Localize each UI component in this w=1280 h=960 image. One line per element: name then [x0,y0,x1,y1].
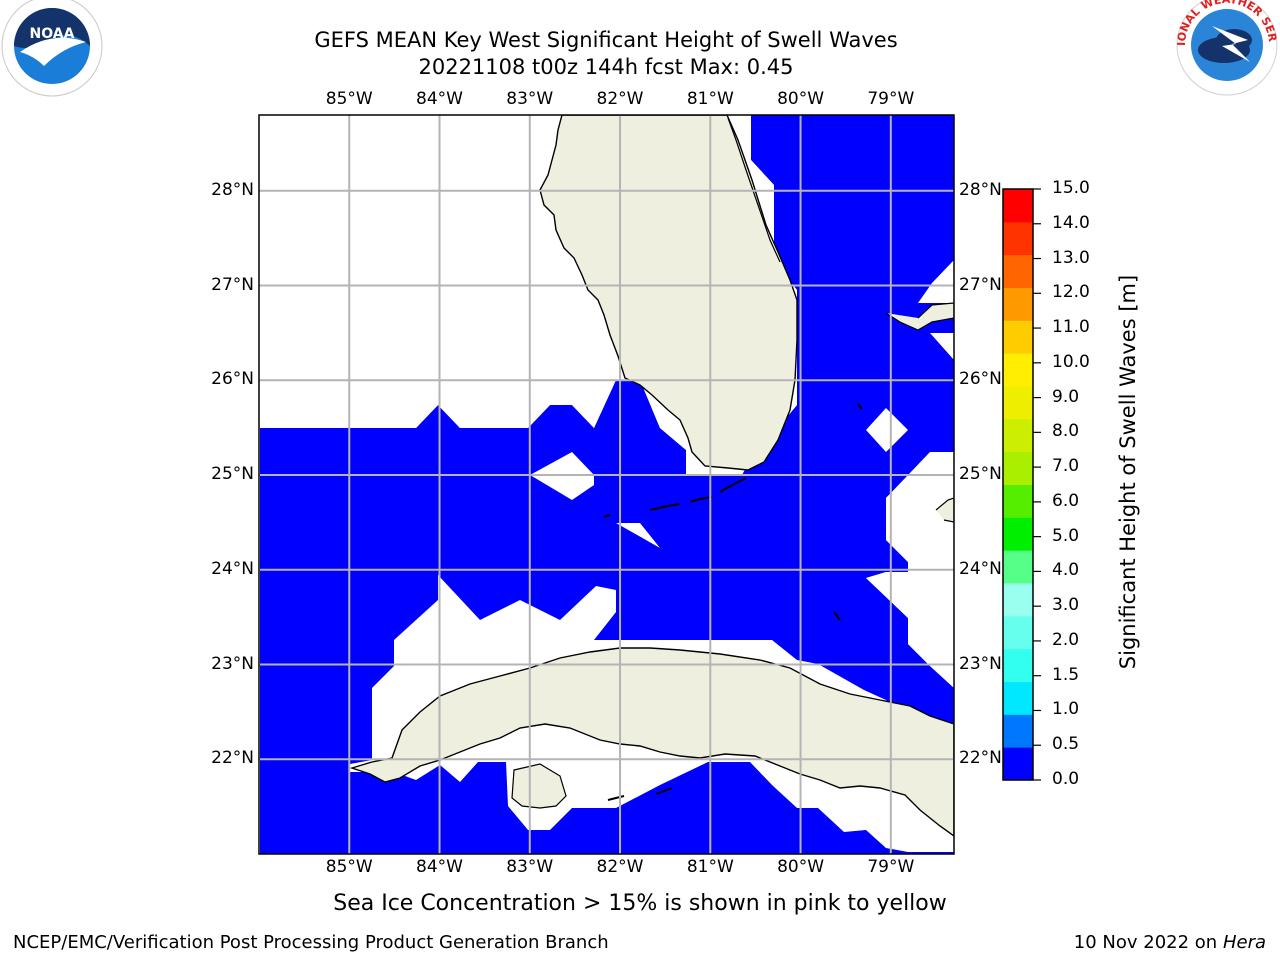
colorbar-segment [1003,189,1033,223]
lat-tick-left: 22°N [211,748,254,769]
noaa-logo-text: NOAA [30,26,75,42]
colorbar-tick-label: 1.5 [1052,664,1080,685]
noaa-logo: NOAA [1,0,103,97]
generation-date: 10 Nov 2022 on Hera [1074,932,1266,954]
colorbar-tick-label: 6.0 [1052,490,1080,511]
lon-tick-top: 85°W [325,89,373,109]
colorbar-segment [1003,583,1033,617]
producer-credit: NCEP/EMC/Verification Post Processing Pr… [13,932,609,953]
lon-tick-bottom: 81°W [686,857,734,877]
colorbar-segment [1003,648,1033,682]
colorbar-frame [1002,188,1034,781]
lat-tick-left: 27°N [211,274,254,295]
colorbar-tick-label: 1.0 [1052,699,1080,720]
colorbar-tick-label: 9.0 [1052,386,1080,407]
cuba-land [349,647,954,837]
lon-tick-bottom: 79°W [867,857,915,877]
colorbar-segment [1003,550,1033,584]
lon-tick-bottom: 82°W [596,857,644,877]
colorbar-tick-label: 0.5 [1052,734,1080,755]
colorbar-tick-label: 5.0 [1052,525,1080,546]
colorbar-segment [1003,386,1033,420]
lat-tick-left: 23°N [211,653,254,674]
date-text: 10 Nov 2022 on [1073,932,1218,953]
colorbar-segment [1003,320,1033,354]
map-title: GEFS MEAN Key West Significant Height of… [314,28,898,52]
lon-tick-top: 80°W [777,89,825,109]
bahamas-land [885,302,954,331]
lon-tick-bottom: 80°W [777,857,825,877]
colorbar-segment [1003,418,1033,453]
colorbar-segment [1003,484,1033,518]
colorbar-tick-label: 12.0 [1052,282,1090,303]
graticule [259,115,954,854]
colorbar-tick-label: 7.0 [1052,456,1080,477]
colorbar-label: Significant Height of Swell Waves [m] [1116,274,1140,670]
lat-tick-right: 26°N [959,369,1002,390]
lat-tick-right: 25°N [959,464,1002,485]
colorbar-tick-label: 13.0 [1052,247,1090,268]
colorbar-segment [1003,747,1033,781]
lat-tick-right: 24°N [959,558,1002,579]
lat-tick-left: 26°N [211,369,254,390]
sea-ice-note: Sea Ice Concentration > 15% is shown in … [333,891,947,916]
lat-tick-left: 25°N [211,464,254,485]
lat-tick-right: 28°N [959,179,1002,200]
lon-tick-bottom: 84°W [416,857,463,877]
lon-tick-top: 84°W [416,89,463,109]
colorbar-tick-label: 15.0 [1052,178,1090,198]
colorbar-segment [1003,221,1033,256]
colorbar-tick-label: 2.0 [1052,629,1080,650]
colorbar-tick-label: 4.0 [1052,560,1080,581]
colorbar-segment [1003,681,1033,715]
colorbar-segment [1003,615,1033,650]
colorbar [1002,188,1041,781]
host-name: Hera [1222,932,1266,953]
lon-tick-top: 83°W [506,89,554,109]
lat-tick-right: 27°N [959,274,1002,295]
lat-tick-left: 28°N [211,179,254,200]
map-area [259,115,954,854]
colorbar-segment [1003,353,1033,387]
lat-tick-right: 22°N [959,748,1002,769]
colorbar-tick-label: 0.0 [1052,769,1080,789]
lat-tick-right: 23°N [959,653,1002,674]
map-frame [258,114,955,855]
colorbar-tick-label: 10.0 [1052,351,1090,372]
lon-tick-top: 79°W [867,89,915,109]
colorbar-segment [1003,254,1033,288]
colorbar-segment [1003,287,1033,321]
colorbar-tick-label: 3.0 [1052,595,1080,616]
colorbar-segment [1003,451,1033,485]
isla-juventud [511,763,567,809]
colorbar-segment [1003,714,1033,748]
lon-tick-top: 82°W [596,89,644,109]
lon-tick-top: 81°W [686,89,734,109]
colorbar-segment [1003,517,1033,551]
colorbar-tick-label: 8.0 [1052,421,1080,442]
colorbar-tick-label: 11.0 [1052,317,1090,338]
lon-tick-bottom: 83°W [506,857,554,877]
map-subtitle: 20221108 t00z 144h fcst Max: 0.45 [418,55,794,79]
colorbar-tick-label: 14.0 [1052,212,1090,233]
lat-tick-left: 24°N [211,558,254,579]
lon-tick-bottom: 85°W [325,857,373,877]
